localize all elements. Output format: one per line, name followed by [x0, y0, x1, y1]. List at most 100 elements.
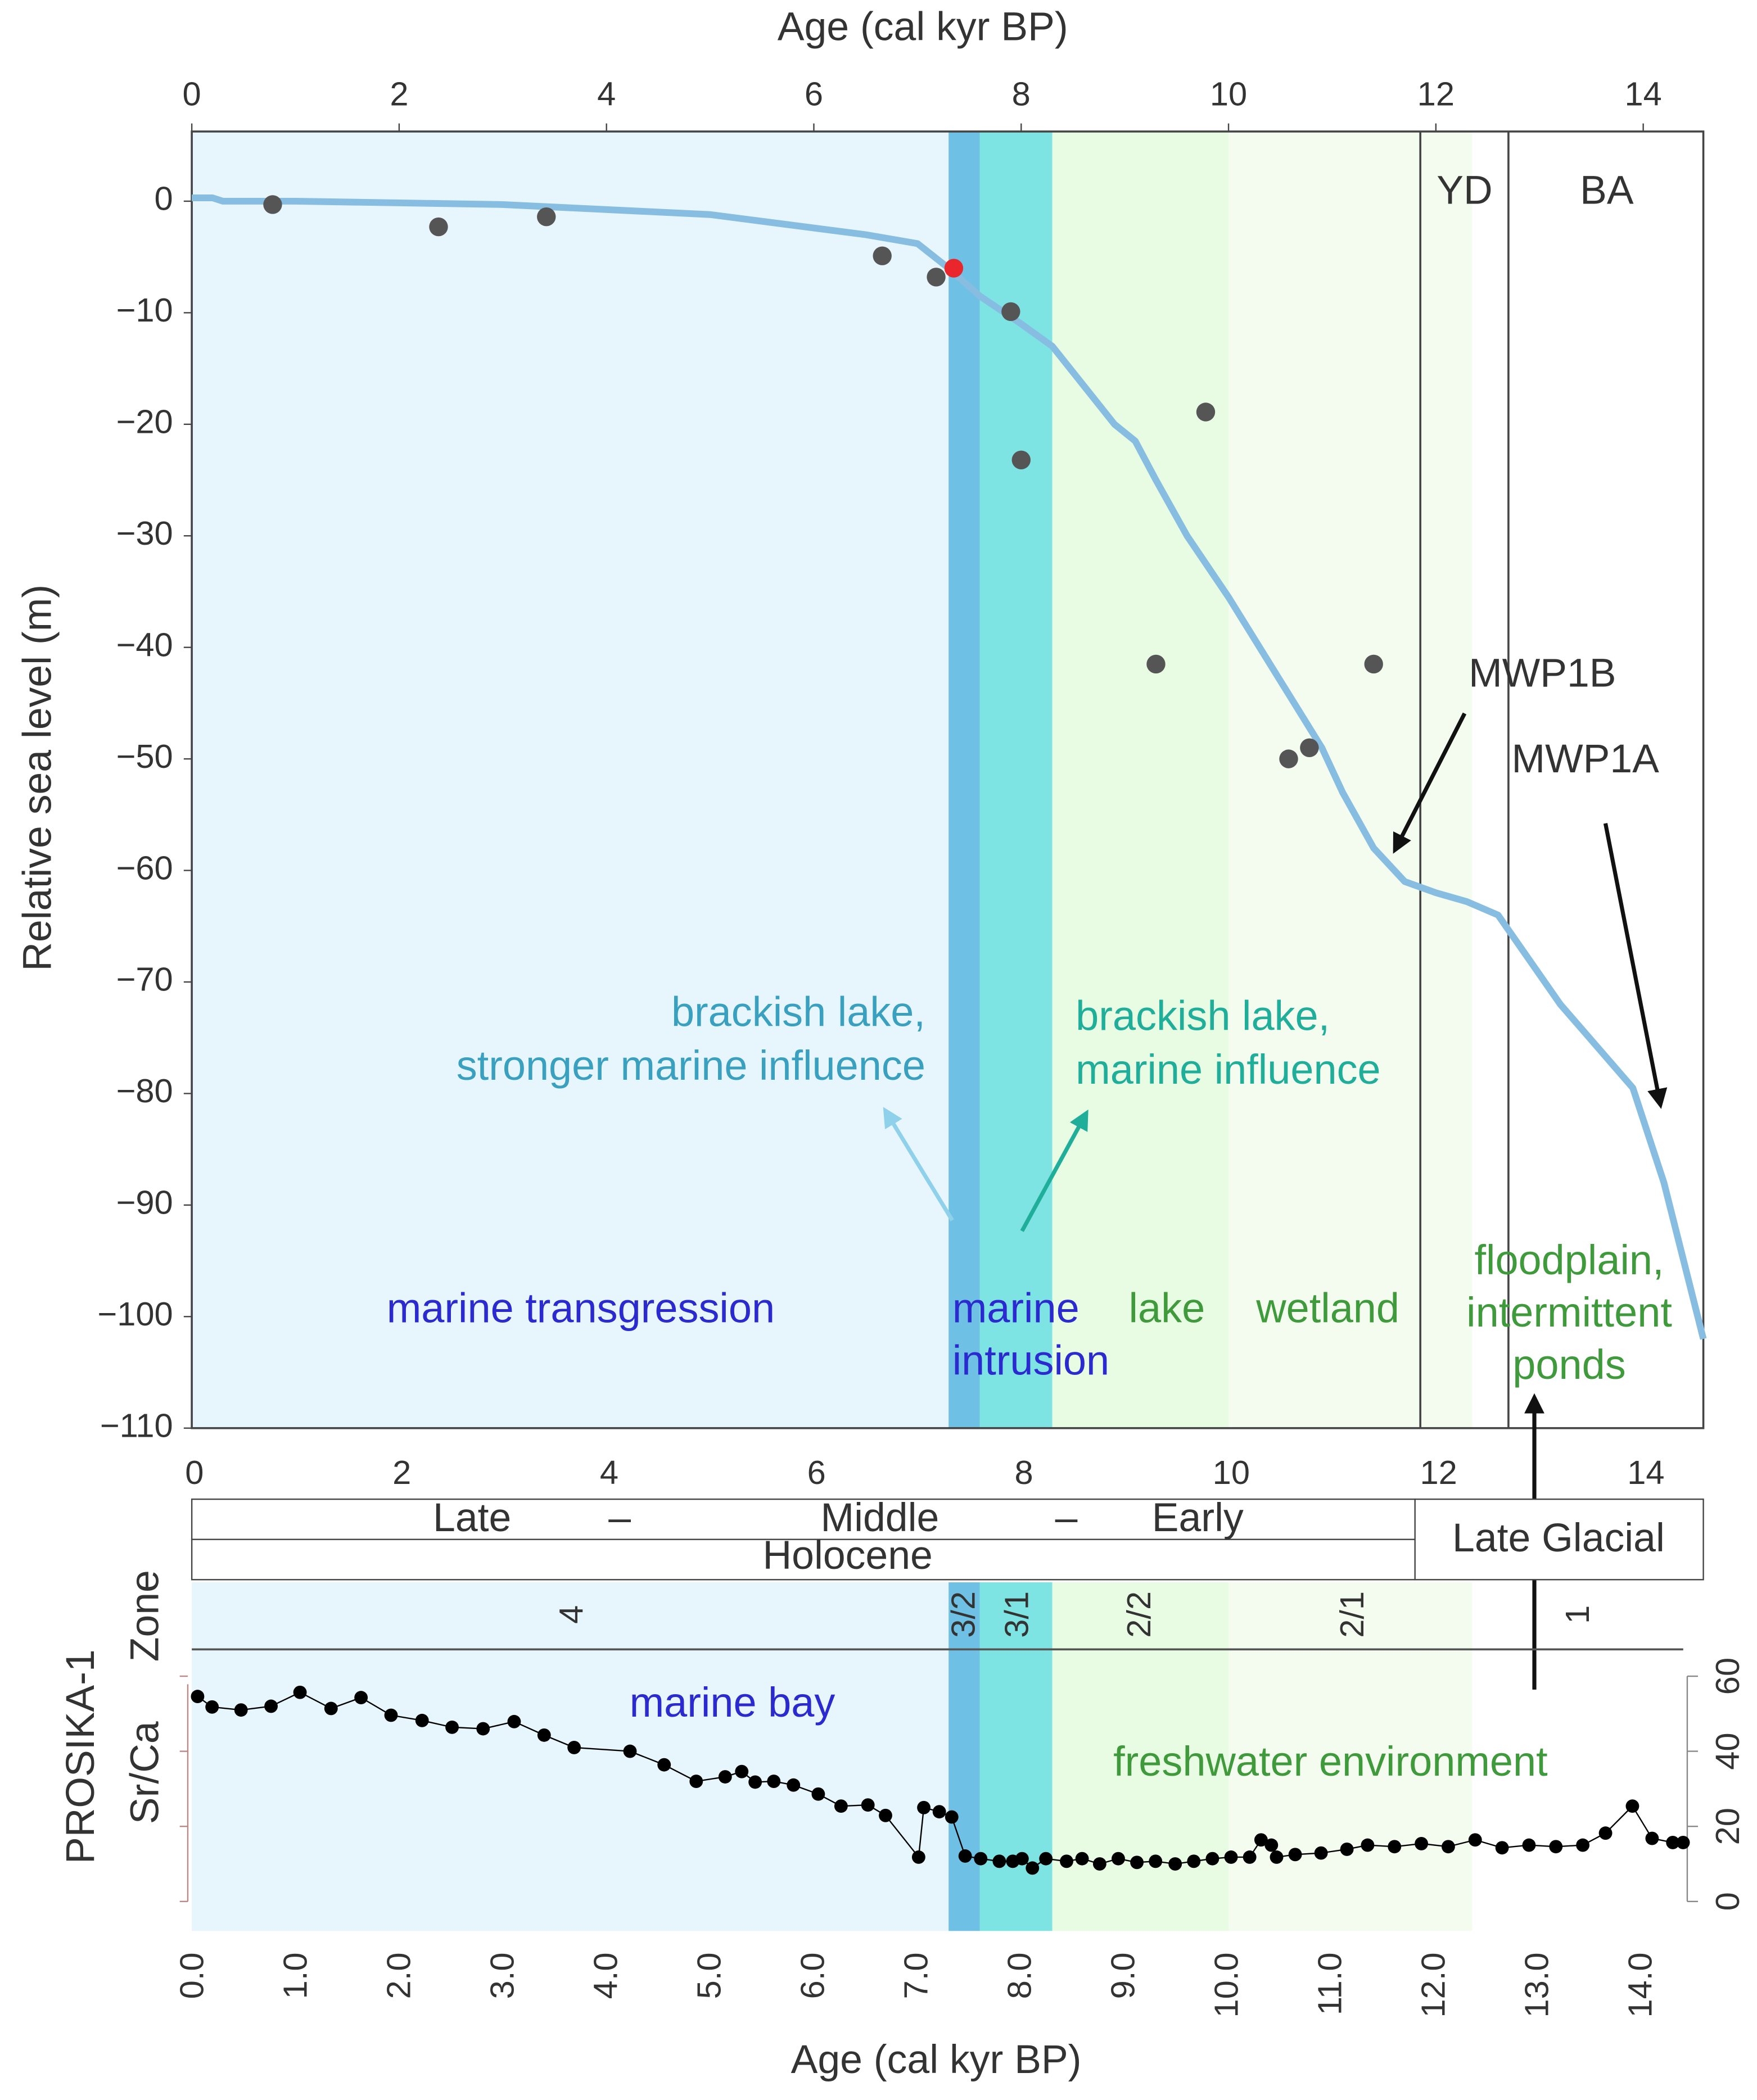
y-tick-label: −100 — [97, 1295, 173, 1333]
bottom-x-label: Age (cal kyr BP) — [791, 2037, 1082, 2082]
point — [735, 1764, 749, 1778]
band — [1052, 131, 1229, 1428]
point — [1645, 1831, 1659, 1845]
y-tick-label: −10 — [116, 291, 173, 329]
point — [1254, 1833, 1268, 1847]
point — [1196, 402, 1216, 422]
point — [293, 1685, 307, 1699]
annotation: stronger marine influence — [457, 1042, 925, 1089]
point — [1441, 1840, 1455, 1854]
annotation: brackish lake, — [671, 989, 925, 1035]
point — [567, 1741, 581, 1754]
zone: 3/2 — [944, 1591, 982, 1638]
arrow — [1020, 1109, 1088, 1232]
period: Late — [433, 1495, 511, 1540]
band — [979, 131, 1053, 1428]
y-tick-label: −50 — [116, 737, 173, 775]
period-label: YD — [1437, 168, 1492, 213]
annotation: floodplain, — [1474, 1237, 1664, 1283]
annotation: intermittent — [1466, 1289, 1672, 1336]
annotation: brackish lake, — [1076, 993, 1330, 1039]
mwp-label: MWP1B — [1469, 650, 1616, 695]
y-tick-label: 40 — [1709, 1732, 1746, 1769]
point — [384, 1708, 398, 1722]
point — [1522, 1838, 1536, 1852]
zone: 2/2 — [1120, 1591, 1158, 1638]
point — [205, 1700, 219, 1714]
period: Middle — [821, 1495, 940, 1540]
core-name: PROSIKA-1 — [58, 1649, 103, 1864]
point — [1468, 1833, 1482, 1847]
x-tick-label: 10 — [1213, 1454, 1250, 1491]
y-label: Relative sea level (m) — [15, 585, 60, 971]
x-tick-label: 8 — [1012, 75, 1031, 113]
point — [264, 1699, 278, 1713]
x-tick-label: 4.0 — [587, 1952, 625, 1999]
point — [1549, 1840, 1563, 1854]
point — [507, 1714, 521, 1728]
annotation: ponds — [1512, 1341, 1625, 1388]
x-tick-label: 11.0 — [1311, 1952, 1349, 2015]
point — [1300, 738, 1319, 757]
point — [1666, 1835, 1680, 1849]
period: Early — [1152, 1495, 1244, 1540]
band — [192, 1582, 949, 1931]
point — [1149, 1854, 1163, 1868]
x-tick-label: 0.0 — [173, 1952, 211, 1999]
point — [263, 195, 282, 214]
y-tick-label: −110 — [100, 1406, 173, 1444]
point — [873, 246, 892, 265]
bands — [192, 131, 1473, 1931]
point — [944, 259, 964, 278]
x-tick-label: 6 — [807, 1454, 826, 1491]
point — [623, 1744, 637, 1758]
point — [958, 1849, 972, 1863]
point — [476, 1722, 490, 1736]
annotation: intrusion — [952, 1337, 1109, 1384]
x-tick-label: 6 — [805, 75, 823, 113]
point — [1270, 1850, 1284, 1864]
period: Late Glacial — [1452, 1515, 1665, 1560]
x-tick-label: 13.0 — [1518, 1952, 1556, 2017]
y-tick-label: 20 — [1709, 1808, 1746, 1845]
x-tick-label: 4 — [600, 1454, 618, 1491]
point — [917, 1800, 931, 1814]
point — [1026, 1861, 1040, 1875]
point — [1205, 1852, 1219, 1866]
x-tick-label: 2 — [390, 75, 408, 113]
annotation: lake — [1129, 1285, 1205, 1332]
mwp-label: MWP1A — [1511, 736, 1659, 781]
point — [992, 1854, 1006, 1868]
point — [1625, 1799, 1639, 1813]
point — [1060, 1854, 1073, 1868]
point — [657, 1758, 671, 1772]
annotation: marine influence — [1076, 1046, 1381, 1093]
point — [1146, 654, 1166, 674]
point — [748, 1775, 762, 1789]
x-tick-label: 12 — [1420, 1454, 1457, 1491]
point — [1039, 1852, 1053, 1866]
point — [1576, 1838, 1590, 1852]
point — [1676, 1835, 1690, 1849]
plot: 00224466881010121214140−10−20−30−40−50−6… — [97, 75, 1746, 2018]
x-tick-label: 8 — [1014, 1454, 1033, 1491]
point — [234, 1703, 248, 1717]
point — [879, 1808, 892, 1822]
y-tick-label: −30 — [116, 514, 173, 552]
band — [948, 1582, 980, 1931]
x-tick-label: 12.0 — [1415, 1952, 1452, 2017]
x-tick-label: 7.0 — [897, 1952, 935, 1999]
band — [1052, 1582, 1229, 1931]
point — [1495, 1841, 1509, 1855]
y-tick-label: −40 — [116, 626, 173, 663]
y-tick-label: −90 — [116, 1184, 173, 1221]
point — [1364, 654, 1383, 674]
point — [974, 1852, 988, 1866]
point — [429, 217, 448, 237]
point — [861, 1798, 875, 1812]
arrow — [1603, 823, 1668, 1109]
period-label: BA — [1580, 168, 1634, 213]
point — [1314, 1846, 1328, 1860]
band — [979, 1582, 1053, 1931]
x-tick-label: 8.0 — [1001, 1952, 1038, 1999]
